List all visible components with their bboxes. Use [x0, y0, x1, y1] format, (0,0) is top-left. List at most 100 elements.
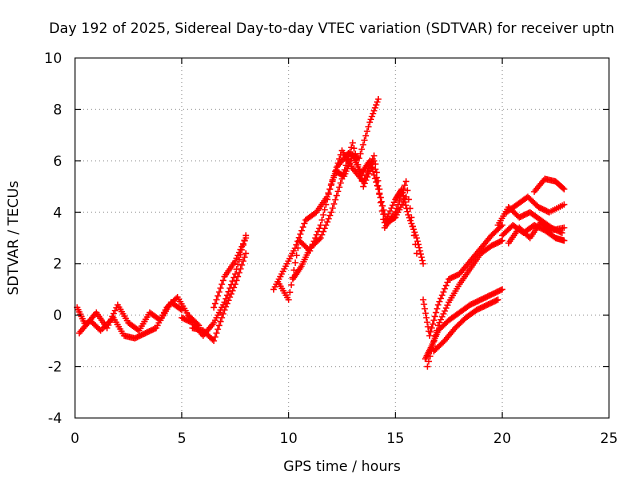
- data-point: [237, 246, 244, 253]
- data-point: [324, 196, 331, 203]
- x-axis-label: GPS time / hours: [283, 459, 400, 475]
- data-point: [408, 220, 415, 227]
- series-track-7: [274, 147, 427, 303]
- data-point: [359, 141, 367, 148]
- data-point: [225, 297, 232, 304]
- data-point: [404, 208, 411, 215]
- data-point: [402, 178, 410, 185]
- data-point: [242, 250, 250, 257]
- data-point: [367, 116, 375, 123]
- data-point: [415, 244, 423, 251]
- data-point: [419, 257, 426, 264]
- data-point: [223, 300, 231, 307]
- data-point: [372, 101, 380, 109]
- data-point: [388, 204, 395, 212]
- data-point: [499, 286, 506, 293]
- data-point: [431, 313, 439, 320]
- data-point: [560, 237, 568, 244]
- data-point: [292, 259, 299, 266]
- data-point: [440, 288, 447, 296]
- data-point: [408, 214, 415, 221]
- data-point: [317, 234, 324, 242]
- data-point: [236, 249, 243, 256]
- data-point: [374, 182, 381, 189]
- data-point: [240, 240, 247, 247]
- series-track-4: [189, 250, 250, 345]
- data-point: [362, 132, 369, 139]
- data-point: [299, 223, 307, 231]
- data-point: [286, 289, 294, 296]
- data-point: [441, 307, 448, 315]
- x-tick-label: 25: [600, 431, 618, 447]
- data-point: [410, 232, 418, 239]
- series-track-18: [531, 175, 568, 195]
- data-point: [422, 310, 429, 317]
- data-point: [429, 342, 436, 350]
- chart-title: Day 192 of 2025, Sidereal Day-to-day VTE…: [49, 21, 614, 37]
- data-point: [322, 201, 330, 208]
- data-point: [241, 237, 248, 245]
- data-point: [423, 319, 431, 326]
- data-point: [366, 119, 373, 126]
- y-tick-label: 8: [53, 102, 62, 118]
- data-point: [242, 234, 250, 242]
- data-point: [437, 295, 444, 302]
- data-point: [438, 292, 446, 299]
- x-tick-label: 10: [280, 431, 298, 447]
- data-point: [361, 137, 368, 144]
- data-point: [217, 284, 224, 292]
- data-point: [364, 173, 371, 181]
- data-point: [365, 123, 372, 130]
- y-tick-label: 10: [44, 51, 62, 67]
- data-point: [210, 337, 218, 345]
- data-point: [358, 146, 365, 153]
- data-point: [316, 236, 323, 243]
- data-point: [229, 287, 236, 294]
- data-point: [333, 192, 340, 199]
- data-point: [337, 179, 344, 187]
- data-point: [368, 113, 376, 120]
- x-tick-labels: 0 5 10 15 20 25: [71, 431, 618, 447]
- data-point: [318, 216, 326, 224]
- data-point: [426, 353, 434, 360]
- data-point: [497, 223, 505, 230]
- data-point: [377, 194, 384, 201]
- data-point: [219, 277, 227, 284]
- data-point: [218, 314, 226, 321]
- data-point: [232, 281, 239, 288]
- data-point: [370, 171, 378, 179]
- data-point: [442, 282, 450, 289]
- data-point: [367, 161, 375, 168]
- data-point: [433, 305, 441, 312]
- data-point: [233, 277, 240, 284]
- data-point: [401, 182, 408, 189]
- data-point: [420, 301, 428, 308]
- data-point: [390, 199, 398, 206]
- x-tick-label: 15: [386, 431, 404, 447]
- series-track-13: [430, 296, 502, 355]
- data-point: [438, 313, 446, 320]
- data-point: [320, 211, 327, 219]
- data-point: [560, 185, 568, 193]
- data-point: [405, 211, 412, 219]
- data-point: [372, 178, 380, 186]
- data-point: [219, 310, 227, 318]
- data-point: [375, 95, 382, 103]
- data-point: [328, 209, 335, 216]
- data-point: [418, 254, 425, 261]
- data-point: [426, 332, 433, 339]
- data-point: [321, 206, 328, 213]
- series-track-16: [505, 219, 568, 247]
- data-point: [386, 207, 394, 215]
- data-point: [336, 155, 343, 163]
- data-points: [73, 95, 568, 370]
- x-tick-label: 5: [177, 431, 186, 447]
- data-point: [313, 231, 320, 238]
- data-point: [389, 202, 396, 209]
- data-point: [293, 241, 300, 248]
- y-axis-label: SDTVAR / TECUs: [6, 181, 22, 296]
- axis-ticks: [74, 57, 610, 419]
- y-tick-label: 4: [53, 205, 62, 221]
- data-point: [329, 204, 336, 212]
